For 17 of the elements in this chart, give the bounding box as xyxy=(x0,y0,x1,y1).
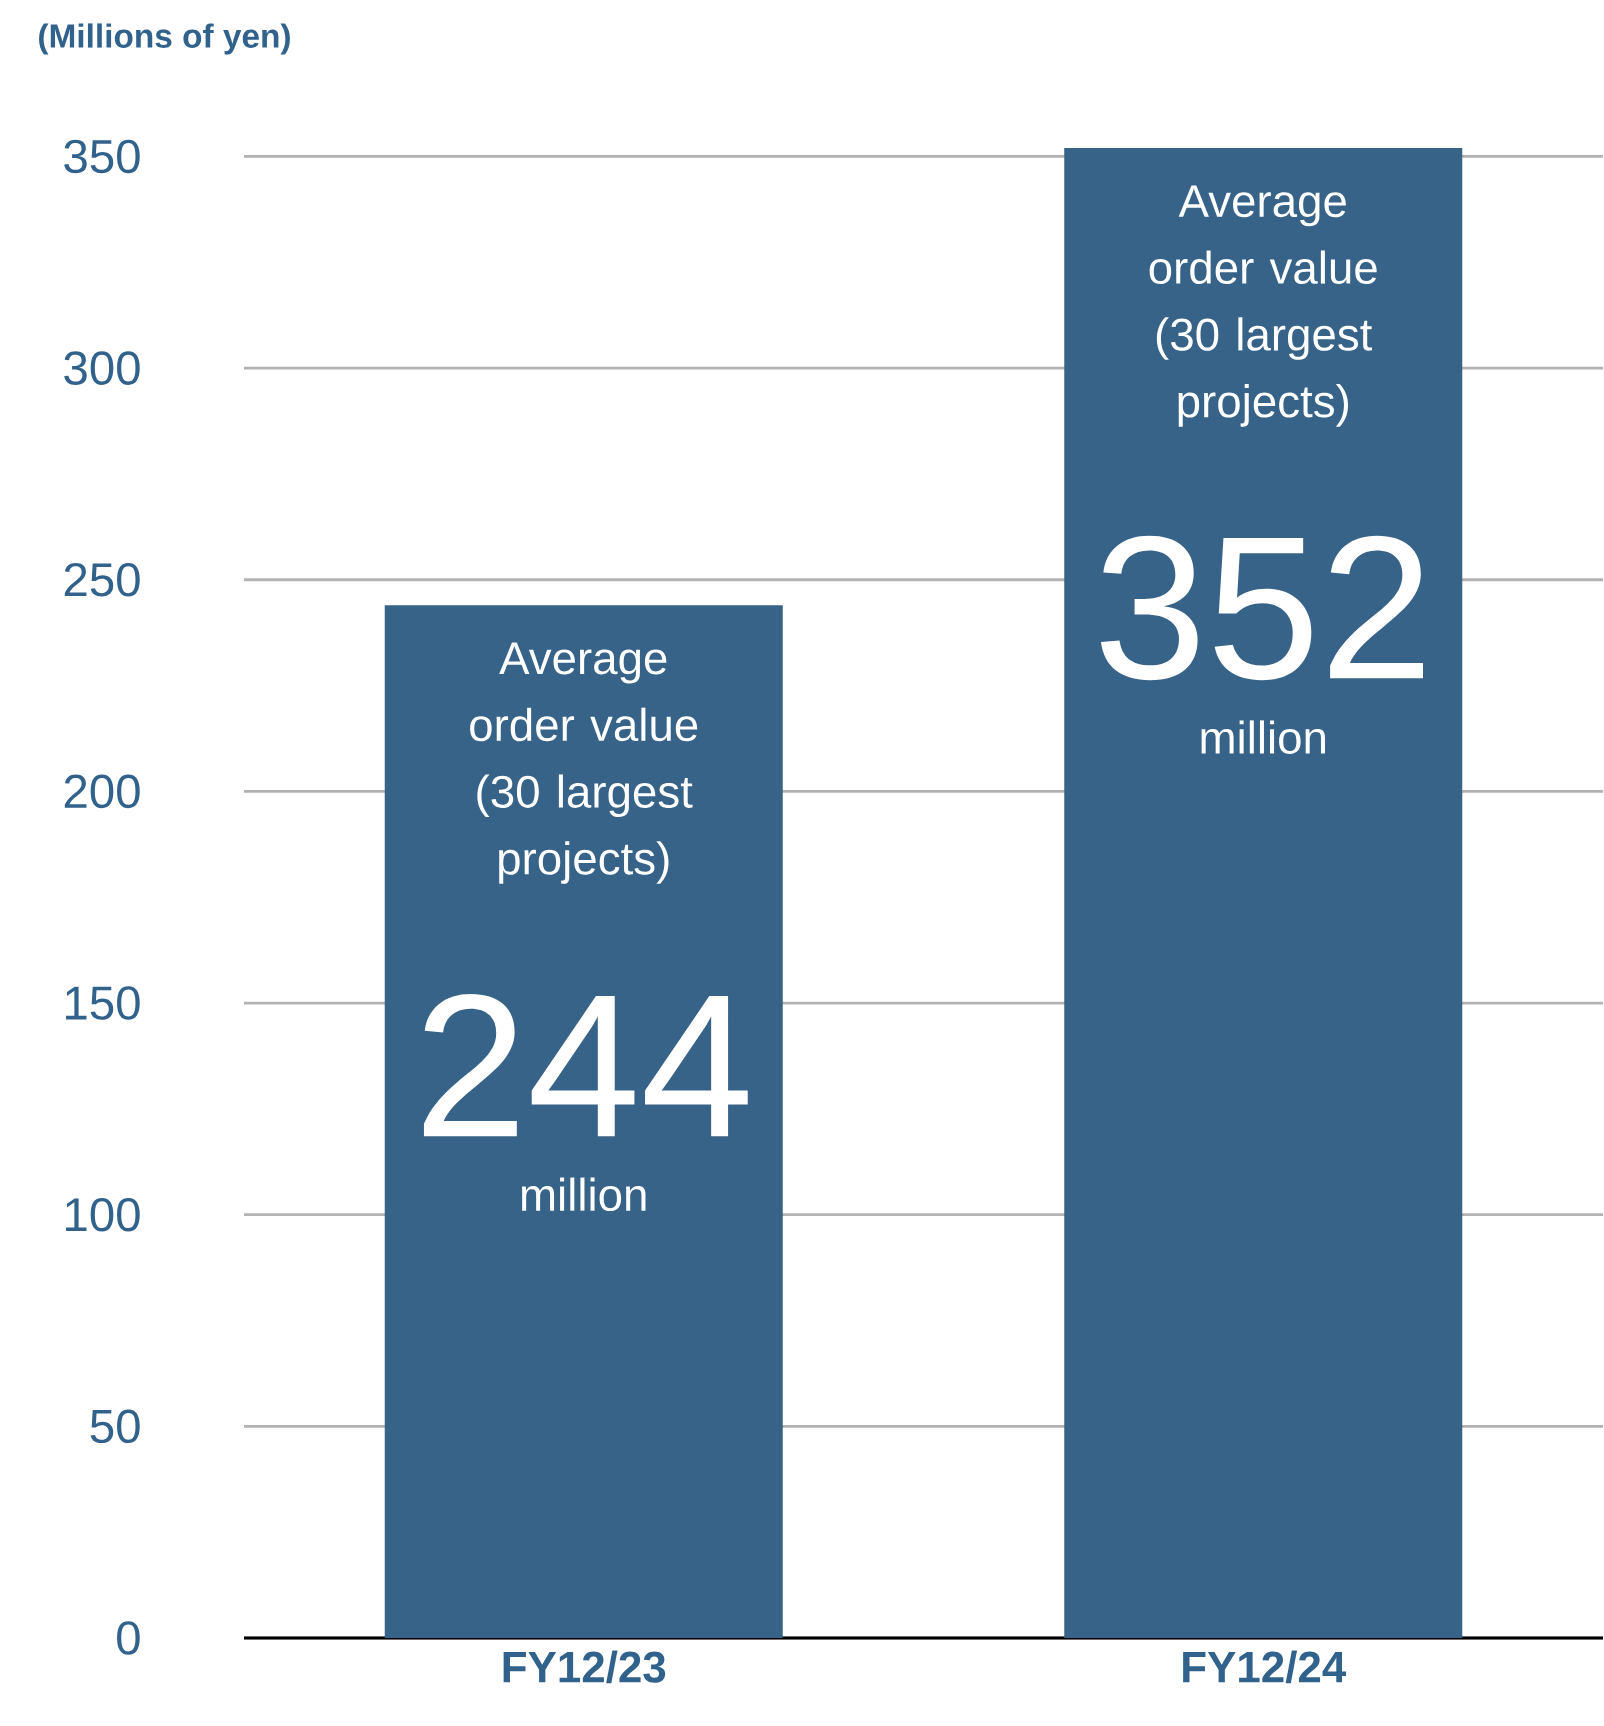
annotation: million xyxy=(1201,720,1325,754)
x-tick-label: FY12/24 xyxy=(1182,1650,1346,1684)
data-label: 352 xyxy=(1100,535,1423,681)
y-tick-label: 150 xyxy=(65,986,140,1020)
annotation: Average order value (30 largest projects) xyxy=(1149,185,1377,427)
y-tick-label: 250 xyxy=(64,562,140,597)
x-tick-label: FY12/23 xyxy=(503,1650,665,1684)
data-label: 244 xyxy=(423,994,748,1137)
annotation: million xyxy=(521,1177,646,1212)
y-tick-label: 50 xyxy=(90,1409,140,1444)
annotation: Average order value (30 largest projects) xyxy=(469,642,698,884)
y-tick-label: 350 xyxy=(64,139,140,174)
y-axis-title: (Millions of yen) xyxy=(38,23,290,55)
y-tick-label: 200 xyxy=(64,774,140,809)
y-tick-label: 300 xyxy=(64,351,140,385)
y-tick-label: 100 xyxy=(65,1197,140,1232)
y-tick-label: 0 xyxy=(116,1621,140,1655)
